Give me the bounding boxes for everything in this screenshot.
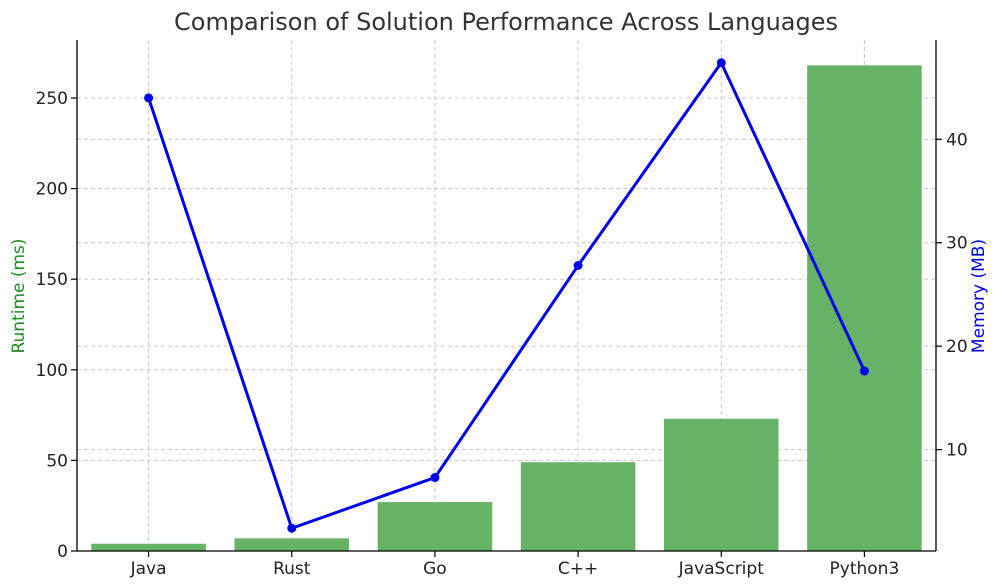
left-axis-label: Runtime (ms) bbox=[9, 238, 29, 353]
right-tick-label: 10 bbox=[946, 441, 968, 461]
point-c- bbox=[573, 261, 583, 271]
point-python3 bbox=[859, 366, 869, 376]
point-rust bbox=[287, 523, 297, 533]
right-axis-label: Memory (MB) bbox=[969, 239, 989, 353]
left-tick-label: 150 bbox=[36, 270, 68, 290]
bar-java bbox=[91, 543, 206, 551]
bar-python3 bbox=[807, 65, 922, 551]
point-javascript bbox=[716, 58, 726, 68]
bar-go bbox=[377, 502, 493, 551]
bar-series bbox=[91, 65, 922, 551]
right-tick-label: 30 bbox=[946, 234, 968, 254]
right-tick-label: 40 bbox=[946, 130, 968, 150]
point-go bbox=[430, 473, 440, 483]
left-tick-label: 250 bbox=[36, 89, 68, 109]
x-tick-label: Python3 bbox=[830, 559, 900, 579]
bar-javascript bbox=[663, 418, 779, 551]
right-tick-label: 20 bbox=[946, 337, 968, 357]
x-tick-label: Rust bbox=[273, 559, 311, 579]
bar-c- bbox=[520, 462, 636, 551]
axes: 0 50 100 150 200 250 10 20 30 40 Java Rust Go C++ Java… bbox=[36, 40, 968, 579]
memory-line bbox=[147, 61, 866, 530]
point-java bbox=[144, 93, 154, 103]
x-tick-label: Java bbox=[130, 559, 167, 579]
chart-title: Comparison of Solution Performance Acros… bbox=[174, 8, 838, 36]
bar-rust bbox=[234, 538, 350, 551]
x-tick-label: C++ bbox=[558, 559, 598, 579]
left-tick-label: 100 bbox=[36, 361, 68, 381]
line-series bbox=[144, 58, 869, 533]
x-tick-label: Go bbox=[423, 559, 447, 579]
x-tick-label: JavaScript bbox=[678, 559, 765, 579]
left-tick-label: 50 bbox=[46, 451, 68, 471]
left-tick-label: 200 bbox=[36, 180, 68, 200]
left-tick-label: 0 bbox=[57, 542, 68, 562]
